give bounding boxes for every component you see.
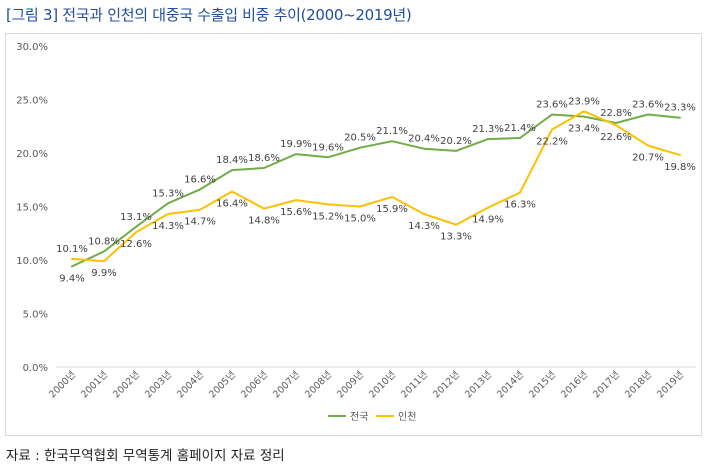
data-label: 20.7% xyxy=(632,153,664,164)
x-tick-label: 2018년 xyxy=(623,369,654,400)
data-label: 9.9% xyxy=(91,268,116,279)
data-label: 19.9% xyxy=(280,139,312,150)
data-label: 15.2% xyxy=(312,211,344,222)
x-tick-label: 2011년 xyxy=(399,369,430,400)
y-tick-label: 10.0% xyxy=(16,256,48,267)
data-label: 9.4% xyxy=(59,273,84,284)
x-tick-label: 2001년 xyxy=(79,369,110,400)
x-tick-label: 2000년 xyxy=(47,369,78,400)
data-label: 20.4% xyxy=(408,134,440,145)
x-tick-label: 2015년 xyxy=(527,369,558,400)
data-label: 20.5% xyxy=(344,133,376,144)
data-label: 19.8% xyxy=(664,162,696,173)
x-tick-label: 2002년 xyxy=(111,369,142,400)
x-tick-label: 2009년 xyxy=(335,369,366,400)
data-label: 14.3% xyxy=(408,221,440,232)
data-label: 21.1% xyxy=(376,126,408,137)
data-label: 16.4% xyxy=(216,199,248,210)
data-label: 15.6% xyxy=(280,207,312,218)
line-chart: 0.0%5.0%10.0%15.0%20.0%25.0%30.0%2000년 20… xyxy=(16,42,696,423)
data-label: 22.8% xyxy=(600,108,632,119)
x-tick-label: 2014년 xyxy=(495,369,526,400)
data-label: 18.6% xyxy=(248,153,280,164)
x-tick-label: 2016년 xyxy=(559,369,590,400)
x-tick-label: 2010년 xyxy=(367,369,398,400)
y-tick-label: 0.0% xyxy=(23,363,48,374)
data-label: 19.6% xyxy=(312,142,344,153)
x-tick-label: 2004년 xyxy=(175,369,206,400)
figure-title: [그림 3] 전국과 인천의 대중국 수출입 비중 추이(2000~2019년) xyxy=(6,6,412,24)
data-label: 12.6% xyxy=(120,239,152,250)
data-label: 18.4% xyxy=(216,155,248,166)
legend-label: 인천 xyxy=(398,411,416,423)
x-tick-label: 2019년 xyxy=(655,369,686,400)
data-label: 13.3% xyxy=(440,232,472,243)
x-tick-label: 2003년 xyxy=(143,369,174,400)
data-label: 10.1% xyxy=(56,244,88,255)
y-tick-label: 5.0% xyxy=(23,310,48,321)
data-label: 16.3% xyxy=(504,200,536,211)
y-tick-label: 15.0% xyxy=(16,203,48,214)
legend-label: 전국 xyxy=(350,411,368,423)
y-tick-label: 20.0% xyxy=(16,149,48,160)
data-label: 14.9% xyxy=(472,215,504,226)
data-label: 21.4% xyxy=(504,123,536,134)
x-tick-label: 2017년 xyxy=(591,369,622,400)
x-tick-label: 2007년 xyxy=(271,369,302,400)
data-label: 15.9% xyxy=(376,204,408,215)
data-label: 10.8% xyxy=(88,236,120,247)
chart-area: 0.0% 5.0% 10.0% 15.0% 20.0% 25.0% 30.0% 2000년 20… xyxy=(5,33,702,436)
series-line-incheon xyxy=(71,110,681,263)
x-tick-label: 2013년 xyxy=(463,369,494,400)
x-tick-label: 2008년 xyxy=(303,369,334,400)
data-label: 20.2% xyxy=(440,136,472,147)
data-label: 14.7% xyxy=(184,217,216,228)
data-label: 23.6% xyxy=(632,99,664,110)
data-label: 23.3% xyxy=(664,103,696,114)
data-label: 13.1% xyxy=(120,212,152,223)
source-note: 자료 : 한국무역협회 무역통계 홈페이지 자료 정리 xyxy=(6,448,285,464)
data-label: 15.0% xyxy=(344,214,376,225)
x-tick-label: 2006년 xyxy=(239,369,270,400)
data-label: 23.6% xyxy=(536,99,568,110)
x-tick-label: 2005년 xyxy=(207,369,238,400)
data-label: 22.6% xyxy=(600,132,632,143)
data-label: 22.2% xyxy=(536,136,568,147)
y-tick-label: 25.0% xyxy=(16,96,48,107)
x-tick-label: 2012년 xyxy=(431,369,462,400)
y-tick-label: 30.0% xyxy=(16,42,48,53)
data-label: 16.6% xyxy=(184,174,216,185)
data-label: 15.3% xyxy=(152,188,184,199)
data-label: 14.3% xyxy=(152,221,184,232)
data-label: 21.3% xyxy=(472,124,504,135)
data-label: 14.8% xyxy=(248,216,280,227)
data-label: 23.9% xyxy=(568,96,600,107)
series-line-national xyxy=(71,113,681,268)
data-label: 23.4% xyxy=(568,124,600,135)
